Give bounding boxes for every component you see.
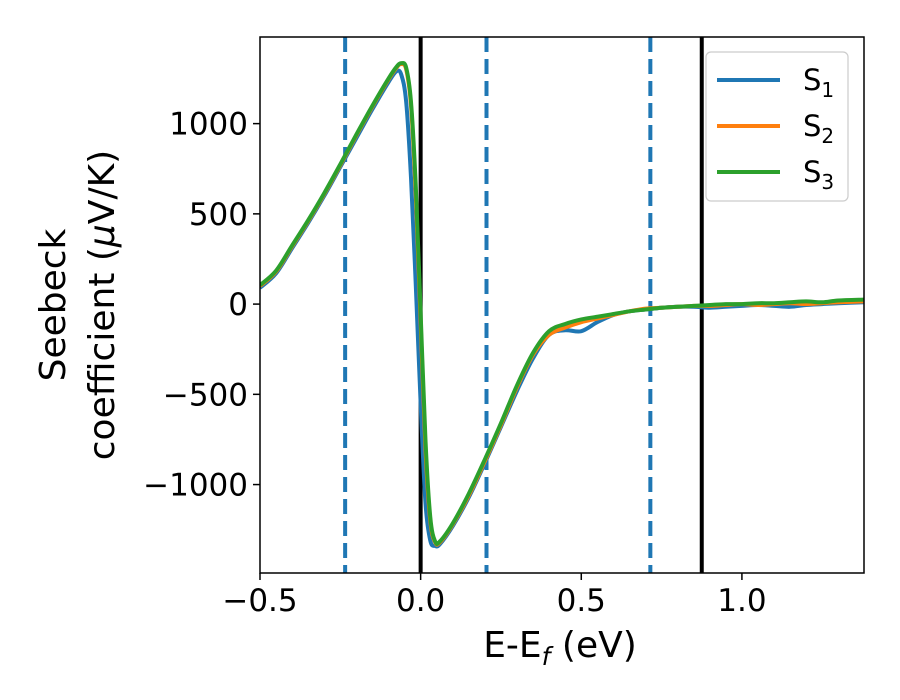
legend-label-sub: 3	[821, 170, 834, 194]
y-axis-label: Seebeck coefficient (μV/K)	[33, 150, 123, 460]
plot-area-frame	[259, 36, 865, 574]
y-axis-label-line1: Seebeck	[33, 228, 74, 381]
y-tick-label: −1000	[143, 468, 248, 504]
y-axis-ticks: −1000 −500 0 500 1000	[143, 107, 260, 504]
x-axis-label: E-Ef (eV)	[483, 625, 637, 671]
x-tick-label: −0.5	[222, 583, 297, 619]
y-axis-label-line2-pre: coefficient (	[82, 247, 123, 460]
legend-label-s2: S2	[803, 109, 834, 148]
x-tick-label: 0.0	[396, 583, 445, 619]
legend-label-main: S	[803, 63, 821, 97]
x-axis-ticks: −0.5 0.0 0.5 1.0	[222, 573, 767, 619]
vertical-lines	[343, 37, 704, 573]
x-tick-label: 1.0	[717, 583, 766, 619]
series-line-s3	[260, 60, 864, 547]
legend-label-main: S	[803, 155, 821, 189]
legend-label-sub: 1	[821, 78, 834, 102]
legend-label-main: S	[803, 109, 821, 143]
y-tick-label: 500	[189, 197, 248, 233]
y-tick-label: 0	[228, 287, 248, 323]
legend-label-s1: S1	[803, 63, 834, 102]
y-tick-label: 1000	[169, 107, 248, 143]
y-axis-label-line2: coefficient (μV/K)	[82, 150, 123, 460]
series-lines	[260, 60, 864, 549]
y-axis-label-mu: μ	[82, 224, 123, 248]
x-tick-label: 0.5	[557, 583, 606, 619]
y-axis-label-line2-post: V/K)	[82, 150, 123, 224]
legend-label-s3: S3	[803, 155, 834, 194]
y-tick-label: −500	[163, 377, 248, 413]
legend-label-sub: 2	[821, 124, 834, 148]
x-axis-label-main: E-E	[483, 625, 541, 666]
x-axis-label-unit: (eV)	[550, 625, 636, 666]
